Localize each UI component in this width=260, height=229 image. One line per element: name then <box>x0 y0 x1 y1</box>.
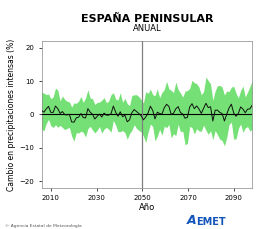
Y-axis label: Cambio en precipitaciones intensas (%): Cambio en precipitaciones intensas (%) <box>7 38 16 191</box>
Text: ANUAL: ANUAL <box>133 24 161 33</box>
Text: EMET: EMET <box>196 217 226 227</box>
Text: © Agencia Estatal de Meteorología: © Agencia Estatal de Meteorología <box>5 224 82 228</box>
X-axis label: Año: Año <box>139 203 155 212</box>
Text: ESPAÑA PENINSULAR: ESPAÑA PENINSULAR <box>81 14 213 24</box>
Text: A: A <box>187 214 197 227</box>
